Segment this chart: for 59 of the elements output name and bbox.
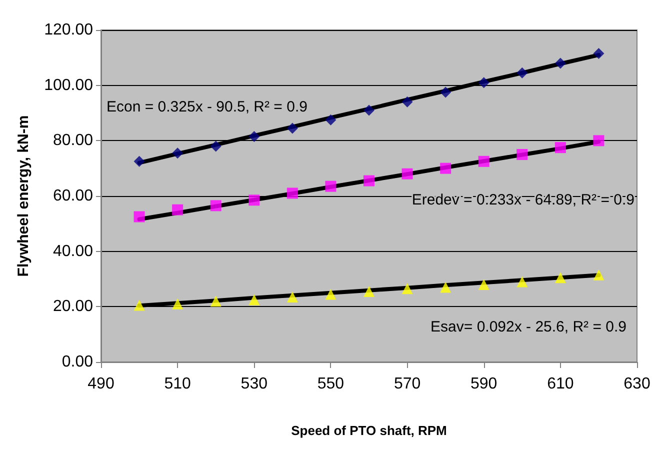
point <box>402 283 413 294</box>
point <box>402 96 413 108</box>
point <box>516 149 528 160</box>
point <box>248 194 260 206</box>
y-tick-label: 40.00 <box>52 242 94 260</box>
point <box>478 156 490 167</box>
point <box>134 156 145 167</box>
y-tick-label: 60.00 <box>52 188 94 204</box>
point <box>478 77 490 88</box>
point <box>134 300 145 311</box>
point <box>210 296 222 307</box>
point <box>364 175 374 186</box>
x-tick-label: 490 <box>88 376 114 392</box>
point <box>172 148 184 159</box>
point <box>364 286 374 297</box>
x-tick-label: 590 <box>470 376 498 392</box>
point <box>554 272 566 284</box>
point <box>286 188 298 199</box>
point <box>248 294 260 306</box>
point <box>440 86 452 98</box>
point <box>325 114 336 126</box>
point <box>593 135 604 146</box>
point <box>554 58 566 69</box>
point <box>440 162 452 174</box>
x-tick-label: 570 <box>394 376 421 392</box>
point <box>210 200 222 212</box>
x-tick-label: 530 <box>240 376 268 392</box>
y-tick-label: 120.00 <box>44 22 94 38</box>
x-tick-label: 610 <box>547 376 574 392</box>
y-tick-label: 100.00 <box>44 76 94 94</box>
point <box>325 288 336 300</box>
point <box>325 180 336 192</box>
y-tick-label: 0.00 <box>62 354 94 370</box>
point <box>210 140 222 152</box>
point <box>286 122 298 134</box>
point <box>516 67 528 78</box>
annotation: Esav= 0.092x - 25.6, R² = 0.9 <box>430 318 627 336</box>
point <box>172 298 184 310</box>
y-tick-label: 80.00 <box>52 132 94 150</box>
point <box>364 104 374 116</box>
y-axis-title: Flywheel energy, kN-m <box>15 115 32 277</box>
point <box>440 282 452 293</box>
point <box>248 131 260 142</box>
point <box>134 211 145 222</box>
point <box>516 276 528 288</box>
point <box>478 279 490 290</box>
x-axis-title: Speed of PTO shaft, RPM <box>291 423 447 438</box>
point <box>172 204 184 216</box>
x-tick-label: 630 <box>624 376 650 392</box>
annotation: Eredev = 0.233x - 64.89, R² = 0.9 <box>412 192 635 208</box>
x-tick-label: 510 <box>164 376 192 392</box>
point <box>402 168 413 180</box>
x-tick-label: 550 <box>317 376 344 392</box>
point <box>593 269 604 280</box>
annotation: Econ = 0.325x - 90.5, R² = 0.9 <box>106 98 308 116</box>
y-tick-label: 20.00 <box>52 298 94 316</box>
point <box>554 142 566 154</box>
point <box>593 48 604 60</box>
point <box>286 291 298 302</box>
